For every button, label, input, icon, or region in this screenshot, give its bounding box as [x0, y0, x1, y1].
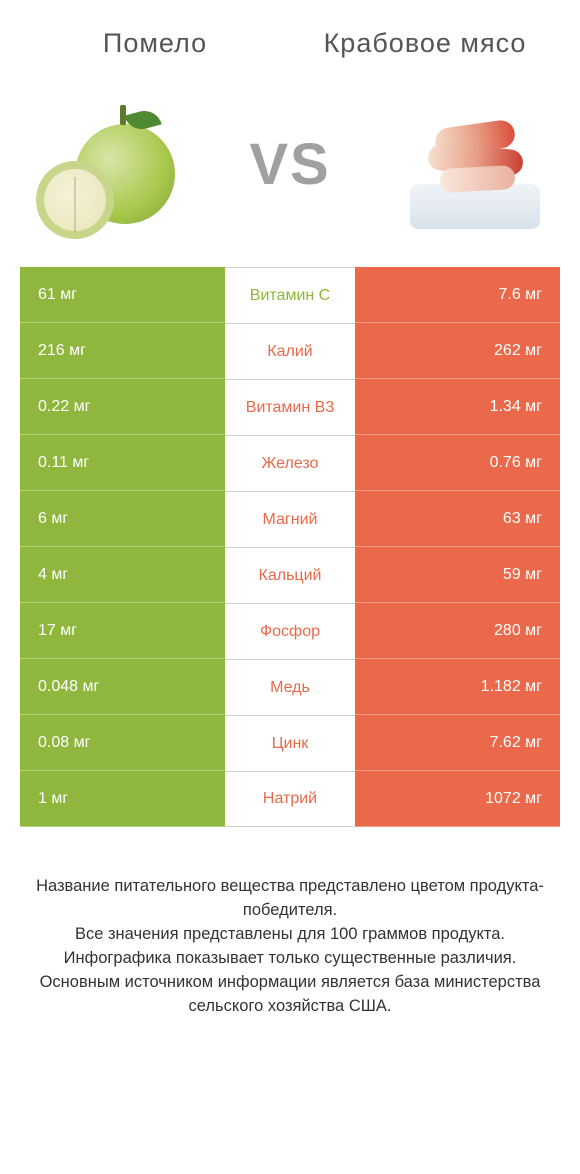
table-row: 216 мгКалий262 мг: [20, 323, 560, 379]
header-row: Помело Крабовое мясо: [20, 28, 560, 59]
nutrient-name: Магний: [225, 491, 355, 547]
table-row: 6 мгМагний63 мг: [20, 491, 560, 547]
footer-line: Основным источником информации является …: [30, 971, 550, 1019]
table-row: 61 мгВитамин C7.6 мг: [20, 267, 560, 323]
table-row: 0.048 мгМедь1.182 мг: [20, 659, 560, 715]
value-right: 1.182 мг: [355, 659, 560, 715]
nutrient-name: Кальций: [225, 547, 355, 603]
value-left: 17 мг: [20, 603, 225, 659]
image-right-crab: [390, 79, 560, 249]
value-right: 7.62 мг: [355, 715, 560, 771]
header-right: Крабовое мясо: [290, 28, 560, 59]
value-left: 0.08 мг: [20, 715, 225, 771]
image-left-pomelo: [20, 79, 190, 249]
value-left: 0.22 мг: [20, 379, 225, 435]
value-left: 0.048 мг: [20, 659, 225, 715]
value-right: 0.76 мг: [355, 435, 560, 491]
nutrient-name: Витамин C: [225, 267, 355, 323]
table-row: 17 мгФосфор280 мг: [20, 603, 560, 659]
value-right: 63 мг: [355, 491, 560, 547]
nutrient-name: Витамин B3: [225, 379, 355, 435]
value-left: 216 мг: [20, 323, 225, 379]
nutrient-name: Натрий: [225, 771, 355, 827]
vs-label: VS: [249, 131, 330, 198]
value-right: 7.6 мг: [355, 267, 560, 323]
header-left: Помело: [20, 28, 290, 59]
nutrient-name: Медь: [225, 659, 355, 715]
table-row: 1 мгНатрий1072 мг: [20, 771, 560, 827]
nutrient-name: Цинк: [225, 715, 355, 771]
nutrient-name: Железо: [225, 435, 355, 491]
value-right: 262 мг: [355, 323, 560, 379]
footer-line: Инфографика показывает только существенн…: [30, 947, 550, 971]
nutrient-name: Фосфор: [225, 603, 355, 659]
images-row: VS: [20, 79, 560, 249]
footer-notes: Название питательного вещества представл…: [30, 875, 550, 1019]
table-row: 0.22 мгВитамин B31.34 мг: [20, 379, 560, 435]
nutrient-name: Калий: [225, 323, 355, 379]
value-left: 4 мг: [20, 547, 225, 603]
value-right: 59 мг: [355, 547, 560, 603]
value-left: 1 мг: [20, 771, 225, 827]
table-row: 0.11 мгЖелезо0.76 мг: [20, 435, 560, 491]
value-left: 0.11 мг: [20, 435, 225, 491]
value-right: 1.34 мг: [355, 379, 560, 435]
value-right: 280 мг: [355, 603, 560, 659]
value-left: 6 мг: [20, 491, 225, 547]
nutrient-table: 61 мгВитамин C7.6 мг216 мгКалий262 мг0.2…: [20, 267, 560, 827]
footer-line: Все значения представлены для 100 граммо…: [30, 923, 550, 947]
footer-line: Название питательного вещества представл…: [30, 875, 550, 923]
value-right: 1072 мг: [355, 771, 560, 827]
table-row: 0.08 мгЦинк7.62 мг: [20, 715, 560, 771]
table-row: 4 мгКальций59 мг: [20, 547, 560, 603]
value-left: 61 мг: [20, 267, 225, 323]
